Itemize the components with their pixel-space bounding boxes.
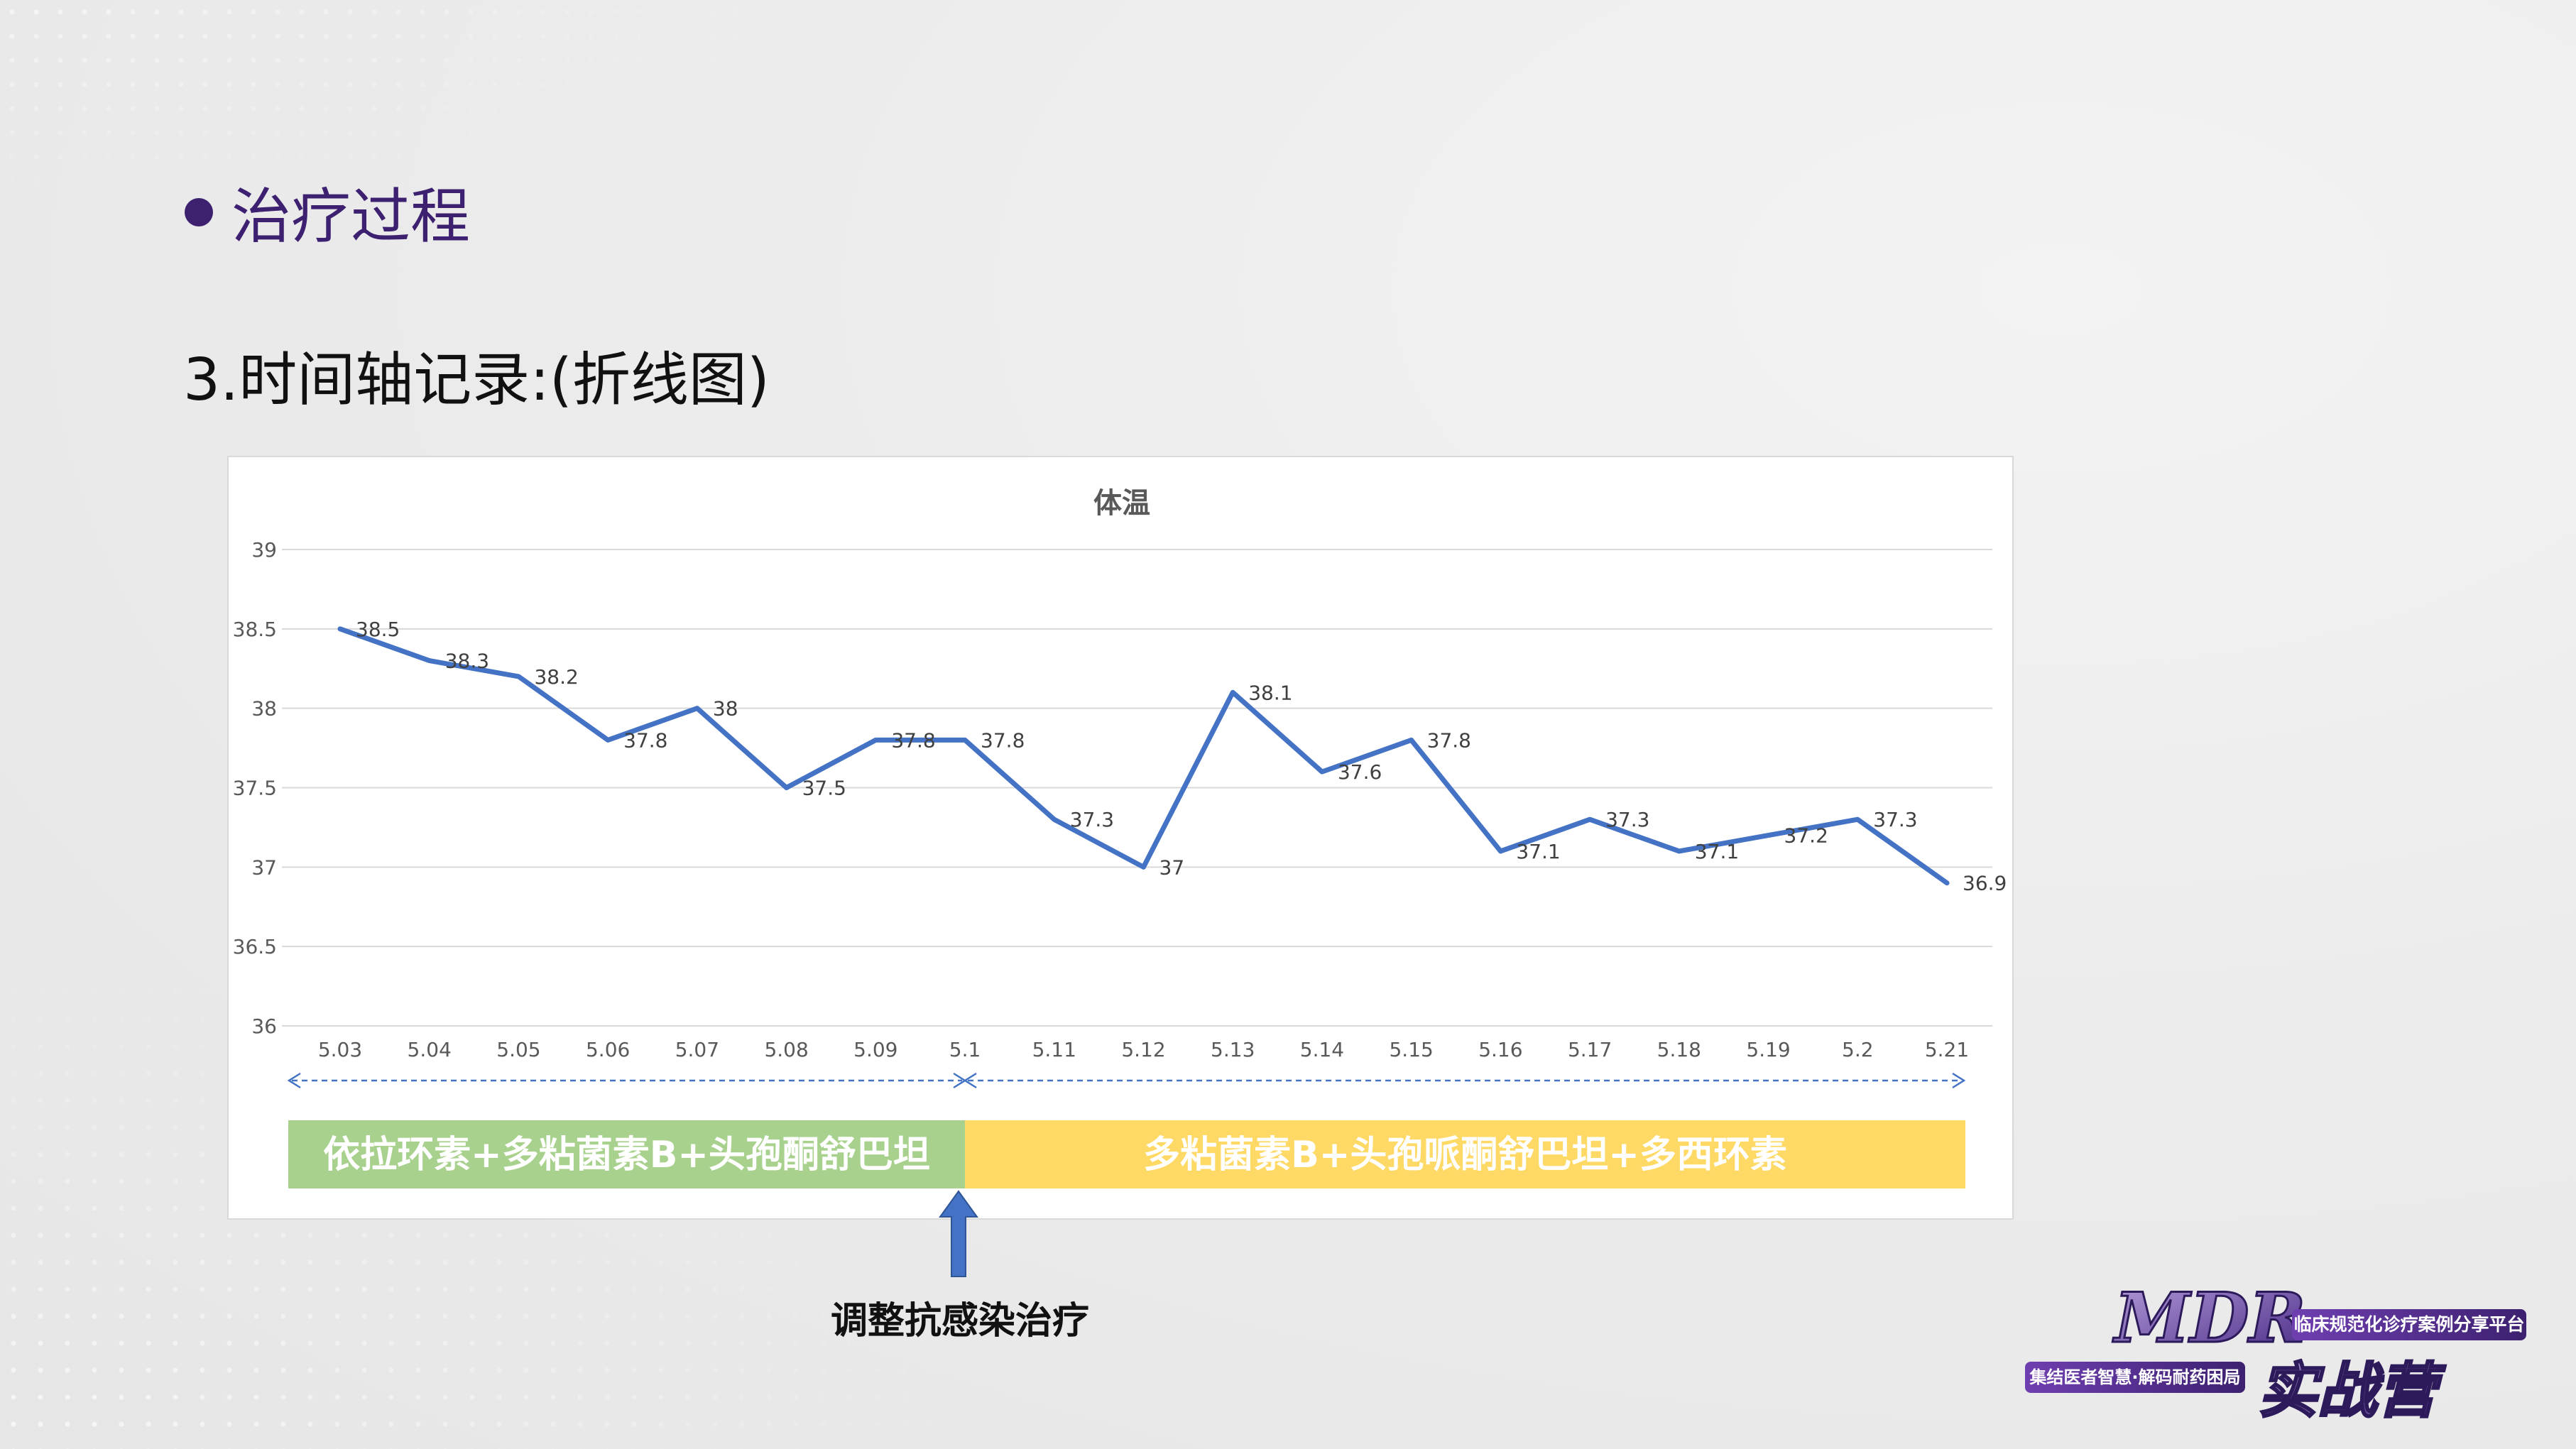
x-tick-label: 5.16 [1478,1038,1522,1061]
logo-brand: MDR [2112,1284,2305,1358]
x-tick-label: 5.19 [1746,1038,1790,1061]
y-tick-label: 36 [251,1015,277,1038]
treatment-adjustment-label: 调整抗感染治疗 [831,1300,1090,1343]
data-label: 38.2 [534,665,578,689]
x-tick-label: 5.18 [1657,1038,1701,1061]
data-label: 37.2 [1784,824,1828,848]
data-label: 37.8 [891,728,935,752]
phase-label-1: 依拉环素+多粘菌素B+头孢酮舒巴坦 [323,1134,930,1176]
data-point [873,738,878,743]
data-point [606,738,611,743]
mdr-logo: MDR 临床规范化诊疗案例分享平台 集结医者智慧·解码耐药困局 实战营 [2025,1284,2526,1426]
data-label: 37.3 [1605,808,1649,831]
y-tick-label: 38.5 [233,618,277,641]
x-tick-label: 5.04 [408,1038,452,1061]
x-tick-label: 5.13 [1211,1038,1255,1061]
range-arrowhead [287,1072,301,1089]
data-label: 37.8 [623,728,667,752]
x-tick-label: 5.17 [1568,1038,1612,1061]
data-point [1319,770,1324,775]
x-tick-label: 5.06 [586,1038,630,1061]
x-tick-label: 5.1 [949,1038,981,1061]
x-tick-label: 5.03 [318,1038,362,1061]
data-label: 38 [713,697,738,721]
y-tick-label: 38 [251,697,277,721]
data-label: 37.8 [1427,728,1471,752]
x-tick-label: 5.11 [1032,1038,1076,1061]
data-label: 37.8 [981,728,1025,752]
data-point [1141,865,1146,870]
x-tick-label: 5.12 [1121,1038,1165,1061]
range-arrowhead [963,1072,977,1089]
data-point [694,706,699,711]
logo-slogan: 集结医者智慧·解码耐药困局 [2029,1367,2240,1387]
phase-label-2: 多粘菌素B+头孢哌酮舒巴坦+多西环素 [1143,1134,1787,1176]
data-label: 38.1 [1248,681,1292,704]
data-label: 37.1 [1516,840,1560,863]
logo-name: 实战营 [2258,1356,2446,1426]
chart-title: 体温 [1093,487,1150,520]
data-point [1676,848,1681,853]
data-point [1498,848,1503,853]
data-label: 37.5 [802,777,846,800]
phase-bar-1 [288,1120,966,1188]
y-tick-label: 37 [251,855,277,879]
x-tick-label: 5.07 [675,1038,719,1061]
data-point [1588,817,1593,822]
data-label: 37.1 [1695,840,1739,863]
data-label: 37.6 [1338,760,1382,784]
range-arrowhead [1952,1072,1966,1089]
x-tick-label: 5.21 [1925,1038,1969,1061]
data-point [338,626,342,631]
data-label: 36.9 [1963,872,2007,895]
y-tick-label: 37.5 [233,777,277,800]
data-point [1409,738,1414,743]
x-tick-label: 5.09 [853,1038,897,1061]
y-tick-label: 39 [251,538,277,562]
slide-subtitle: 3.时间轴记录:(折线图) [183,346,770,414]
x-tick-label: 5.15 [1389,1038,1433,1061]
x-tick-label: 5.14 [1300,1038,1344,1061]
data-point [1945,880,1949,885]
data-point [1766,833,1771,838]
phase-bar-2 [965,1120,1965,1188]
data-point [963,738,968,743]
y-tick-label: 36.5 [233,935,277,958]
data-point [427,658,432,663]
bullet-icon [185,197,213,226]
section-title: 治疗过程 [231,182,471,251]
data-point [1052,817,1057,822]
data-label: 37 [1159,855,1185,879]
up-arrow-icon [939,1190,978,1277]
data-label: 37.3 [1873,808,1917,831]
data-point [1855,817,1860,822]
data-label: 38.5 [356,618,400,641]
data-label: 38.3 [445,650,489,673]
x-tick-label: 5.08 [764,1038,808,1061]
x-tick-label: 5.05 [496,1038,540,1061]
background-dots-top [0,0,781,213]
data-point [784,785,789,790]
chart-card: 体温 36 36.5 37 37.5 38 38.5 39 5.03 5.04 5.05 5.06… [227,456,2014,1220]
logo-tagline: 临床规范化诊疗案例分享平台 [2293,1314,2524,1335]
section-heading: 治疗过程 [185,169,470,255]
data-point [1230,690,1235,695]
temperature-line-chart: 体温 36 36.5 37 37.5 38 38.5 39 5.03 5.04 5.05 5.06… [233,487,2007,1188]
x-tick-label: 5.2 [1842,1038,1874,1061]
data-point [516,674,521,679]
data-label: 37.3 [1070,808,1114,831]
